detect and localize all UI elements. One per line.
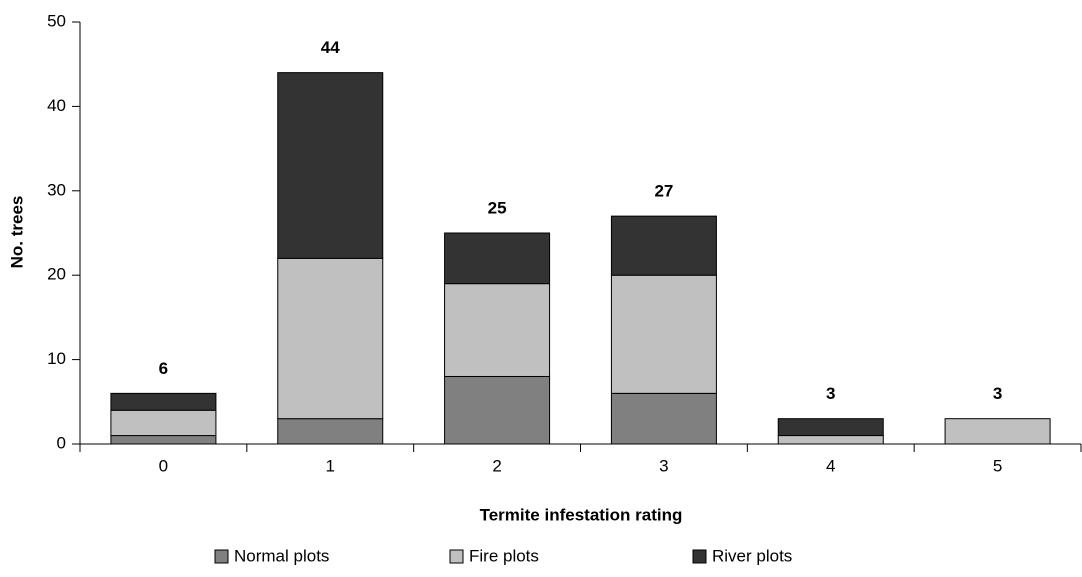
data-label: 44: [321, 38, 340, 57]
legend-label: Normal plots: [234, 546, 329, 565]
bar-segment: [777, 435, 884, 445]
y-tick-label: 50: [47, 11, 66, 30]
legend-label: Fire plots: [469, 546, 539, 565]
x-tick-label: 4: [826, 456, 835, 475]
x-axis-label: Termite infestation rating: [480, 505, 683, 524]
bar-segment: [610, 392, 717, 445]
bar-segment: [610, 215, 717, 276]
legend-label: River plots: [712, 546, 792, 565]
y-tick-label: 10: [47, 349, 66, 368]
bar-segment: [110, 392, 217, 411]
x-tick-label: 0: [159, 456, 168, 475]
legend-swatch: [449, 549, 464, 564]
data-label: 25: [488, 198, 507, 217]
legend-swatch: [692, 549, 707, 564]
y-tick-label: 40: [47, 96, 66, 115]
bar-segment: [444, 232, 551, 285]
x-tick-label: 3: [659, 456, 668, 475]
bar-segment: [110, 435, 217, 445]
bar-segment: [610, 274, 717, 394]
y-axis-label: No. trees: [7, 196, 26, 269]
data-label: 27: [654, 182, 673, 201]
legend-swatch: [214, 549, 229, 564]
y-tick-label: 30: [47, 180, 66, 199]
bar-segment: [110, 409, 217, 437]
y-tick-label: 20: [47, 265, 66, 284]
x-tick-label: 5: [993, 456, 1002, 475]
bar-segment: [444, 375, 551, 445]
data-label: 3: [826, 384, 835, 403]
bar-segment: [277, 72, 384, 259]
x-tick-label: 2: [492, 456, 501, 475]
bar-segment: [277, 418, 384, 445]
bar-segment: [444, 283, 551, 377]
data-label: 3: [993, 384, 1002, 403]
bar-segment: [944, 418, 1051, 445]
bar-segment: [277, 257, 384, 420]
x-tick-label: 1: [326, 456, 335, 475]
data-label: 6: [159, 359, 168, 378]
bar-segment: [777, 418, 884, 437]
y-tick-label: 0: [57, 433, 66, 452]
